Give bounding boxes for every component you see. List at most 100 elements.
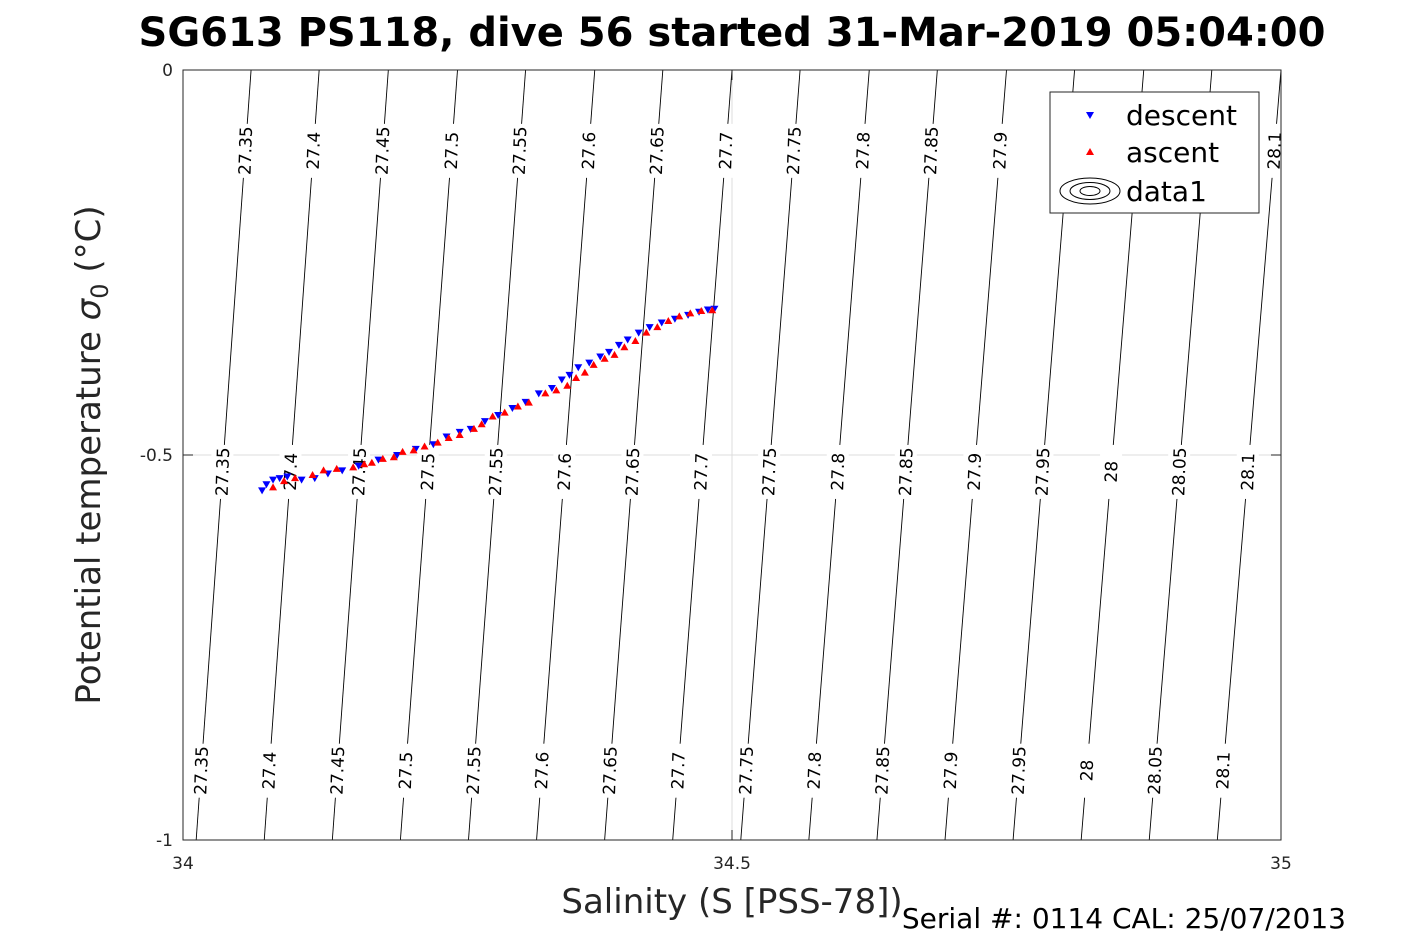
descent-point — [374, 456, 383, 464]
ascent-point — [500, 408, 509, 416]
contour-label-bg — [484, 444, 507, 499]
contour-label-bg — [326, 743, 349, 798]
contour-label: 28.05 — [1169, 447, 1191, 496]
contour-label: 27.9 — [990, 131, 1011, 170]
contour-label: 27.55 — [510, 126, 532, 175]
contour-label: 27.5 — [442, 131, 463, 170]
ascent-point — [433, 438, 442, 446]
contour-label: 27.4 — [304, 131, 325, 170]
descent-point — [393, 452, 402, 459]
ascent-point — [708, 306, 717, 314]
descent-point — [269, 476, 278, 484]
contour-label-bg — [1100, 444, 1123, 499]
contour-label-bg — [735, 743, 758, 798]
contour-label-bg — [371, 123, 394, 178]
contour-label: 28 — [1102, 461, 1123, 483]
contour-label-bg — [577, 123, 600, 178]
contour-label-bg — [598, 743, 621, 798]
serial-cal-text: Serial #: 0114 CAL: 25/07/2013 — [902, 902, 1346, 935]
ascent-point — [444, 434, 453, 442]
contour-label-bg — [258, 743, 281, 798]
contour-label: 27.4 — [260, 751, 281, 790]
contour-label: 27.95 — [1009, 746, 1031, 795]
contour-label: 27.5 — [396, 751, 417, 790]
data-series — [258, 305, 719, 495]
descent-point — [585, 359, 594, 367]
y-tick-label: -1 — [156, 831, 173, 851]
descent-point — [645, 324, 654, 332]
contour-label-bg — [234, 123, 257, 178]
contour-label: 28.1 — [1238, 452, 1259, 491]
contour-label: 27.85 — [873, 746, 895, 795]
contour-label: 27.75 — [759, 447, 781, 496]
legend-contour-icon — [1059, 177, 1121, 205]
contour-label-bg — [462, 743, 485, 798]
descent-point — [634, 329, 643, 337]
ascent-point — [600, 354, 609, 362]
ascent-point — [697, 307, 706, 315]
contour-label-bg — [826, 444, 849, 499]
contour-label-bg — [989, 123, 1012, 178]
contour-label-bg — [190, 743, 213, 798]
descent-point — [547, 385, 556, 393]
x-tick-label: 34.5 — [713, 854, 751, 874]
contour-label-bg — [782, 123, 805, 178]
legend-box — [1049, 91, 1260, 214]
contour-label: 27.85 — [921, 126, 943, 175]
contour-label: 28.1 — [1213, 751, 1234, 790]
descent-point — [521, 398, 530, 406]
contour-label-bg — [963, 444, 986, 499]
descent-point — [574, 364, 583, 372]
contour-label: 27.7 — [691, 452, 712, 491]
contour-label-bg — [645, 123, 668, 178]
contour-label: 27.55 — [486, 447, 508, 496]
ascent-point — [319, 466, 328, 474]
contour-label: 27.6 — [532, 751, 553, 790]
legend-descent-label: descent — [1126, 99, 1237, 132]
contour-label-bg — [851, 123, 874, 178]
contour-label-bg — [1212, 743, 1235, 798]
ascent-point — [675, 312, 684, 320]
contour-label-bg — [530, 743, 553, 798]
contour-label-bg — [348, 444, 371, 499]
contour-label-bg — [871, 743, 894, 798]
ascent-point — [455, 430, 464, 438]
ascent-point — [280, 477, 289, 485]
ascent-point — [552, 386, 561, 394]
legend-ascent-marker — [1086, 148, 1094, 155]
x-axis-label: Salinity (S [PSS-78]) — [561, 882, 902, 922]
contour-label: 27.8 — [805, 751, 826, 790]
contour-label: 27.45 — [328, 746, 350, 795]
ascent-point — [513, 402, 522, 410]
ascent-point — [631, 337, 640, 345]
legend: descent ascent data1 — [1049, 91, 1260, 214]
contour-label: 27.6 — [579, 131, 600, 170]
chart-title: SG613 PS118, dive 56 started 31-Mar-2019… — [139, 10, 1326, 56]
contour-label-bg — [302, 123, 325, 178]
contour-label: 27.35 — [235, 126, 257, 175]
descent-point — [614, 341, 623, 349]
contour-label: 27.45 — [373, 126, 395, 175]
ascent-point — [360, 460, 369, 468]
contour-label: 27.55 — [464, 746, 486, 795]
contour-label: 27.75 — [736, 746, 758, 795]
contour-label: 28.05 — [1145, 746, 1167, 795]
ascent-point — [589, 360, 598, 368]
descent-point — [623, 336, 632, 344]
contour-label-bg — [894, 444, 917, 499]
contour-label: 27.95 — [1033, 447, 1055, 496]
contour-label: 27.8 — [828, 452, 849, 491]
contour-label: 27.8 — [853, 131, 874, 170]
contour-label: 28.1 — [1265, 131, 1286, 170]
contour-label-bg — [1031, 444, 1054, 499]
contour-label-bg — [1075, 743, 1098, 798]
ascent-point — [269, 483, 278, 491]
ascent-point — [409, 446, 418, 454]
descent-point — [275, 475, 284, 483]
contour-label-bg — [553, 444, 576, 499]
contour-label: 27.9 — [941, 751, 962, 790]
x-tick-label: 34 — [172, 854, 194, 874]
ascent-point — [642, 328, 651, 336]
y-tick-label: -0.5 — [140, 446, 173, 466]
